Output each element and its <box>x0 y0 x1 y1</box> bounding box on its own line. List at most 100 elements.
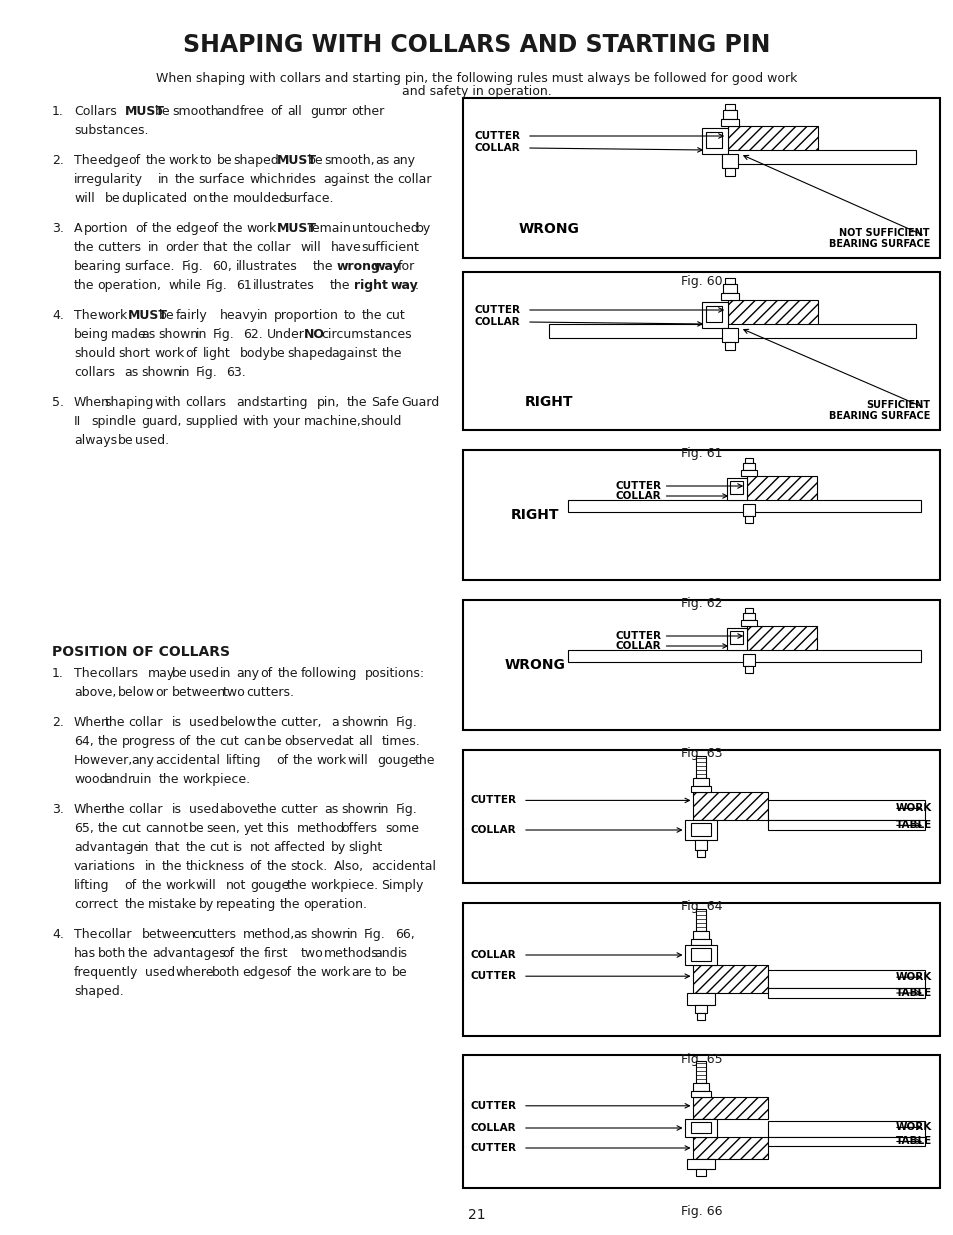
Text: of: of <box>260 667 273 680</box>
Text: any: any <box>392 154 415 167</box>
Bar <box>705 132 721 148</box>
Text: duplicated: duplicated <box>121 191 188 205</box>
Text: collar: collar <box>128 716 163 729</box>
Text: collar: collar <box>397 173 432 186</box>
Bar <box>696 756 706 778</box>
Text: to: to <box>375 966 387 979</box>
Text: smooth,: smooth, <box>324 154 375 167</box>
Text: variations: variations <box>74 860 135 873</box>
Text: of: of <box>134 222 147 235</box>
Text: used: used <box>145 966 174 979</box>
Text: starting: starting <box>259 396 308 409</box>
Bar <box>693 965 768 993</box>
Bar <box>744 458 753 463</box>
Text: of: of <box>206 222 218 235</box>
Text: as: as <box>124 366 138 379</box>
Bar <box>701 128 727 154</box>
Text: in: in <box>378 716 389 729</box>
Text: collars: collars <box>74 366 115 379</box>
Text: bearing: bearing <box>74 261 122 273</box>
Text: 5.: 5. <box>52 396 64 409</box>
Text: against: against <box>323 173 370 186</box>
Text: to: to <box>344 309 356 322</box>
Text: shaped: shaped <box>233 154 279 167</box>
Bar <box>695 840 707 850</box>
Text: light: light <box>202 347 230 359</box>
Text: be: be <box>154 105 171 119</box>
Text: machine,: machine, <box>303 415 361 429</box>
Text: shown: shown <box>141 366 181 379</box>
Text: to: to <box>199 154 212 167</box>
Text: in: in <box>148 241 159 254</box>
Text: in: in <box>145 860 155 873</box>
Text: on: on <box>192 191 208 205</box>
Text: times.: times. <box>381 735 420 748</box>
Text: heavy: heavy <box>219 309 257 322</box>
Bar <box>746 475 817 504</box>
Text: as: as <box>141 329 155 341</box>
Bar <box>691 1123 711 1132</box>
Text: Fig. 63: Fig. 63 <box>680 747 721 760</box>
Text: will: will <box>300 241 321 254</box>
Bar <box>768 1137 924 1146</box>
Text: not: not <box>250 841 270 853</box>
Text: When: When <box>74 716 110 729</box>
Text: the: the <box>161 860 182 873</box>
Text: work: work <box>169 154 199 167</box>
Text: spindle: spindle <box>91 415 136 429</box>
Text: be: be <box>117 433 133 447</box>
Bar <box>768 1121 924 1137</box>
Text: mistake: mistake <box>148 898 197 911</box>
Text: .: . <box>415 279 418 291</box>
Bar <box>462 1055 939 1188</box>
Text: irregularity: irregularity <box>74 173 143 186</box>
Text: cut: cut <box>121 823 141 835</box>
Text: POSITION OF COLLARS: POSITION OF COLLARS <box>52 645 230 659</box>
Text: the: the <box>361 309 381 322</box>
Text: frequently: frequently <box>74 966 138 979</box>
Text: in: in <box>158 173 169 186</box>
Text: the: the <box>124 898 145 911</box>
Text: remain: remain <box>308 222 352 235</box>
Text: Fig.: Fig. <box>395 716 416 729</box>
Bar <box>742 504 755 516</box>
Text: or: or <box>154 685 168 699</box>
Bar <box>768 820 924 830</box>
Text: used: used <box>189 716 219 729</box>
Text: Fig. 66: Fig. 66 <box>680 1205 721 1218</box>
Text: the: the <box>256 803 276 816</box>
Bar <box>693 1083 709 1091</box>
Bar <box>696 1061 706 1083</box>
Bar <box>746 626 817 655</box>
Text: 4.: 4. <box>52 927 64 941</box>
Text: 3.: 3. <box>52 222 64 235</box>
Text: between: between <box>141 927 195 941</box>
Text: while: while <box>168 279 201 291</box>
Text: COLLAR: COLLAR <box>615 641 660 651</box>
Bar <box>705 306 721 322</box>
Text: used.: used. <box>134 433 169 447</box>
Text: correct: correct <box>74 898 118 911</box>
Text: RIGHT: RIGHT <box>510 508 558 522</box>
Text: stock.: stock. <box>290 860 327 873</box>
Text: TABLE: TABLE <box>895 1136 931 1146</box>
Text: right: right <box>354 279 387 291</box>
Bar <box>722 284 737 293</box>
Text: 1.: 1. <box>52 105 64 119</box>
Text: portion: portion <box>84 222 129 235</box>
Text: shown: shown <box>341 803 381 816</box>
Text: supplied: supplied <box>185 415 238 429</box>
Text: CUTTER: CUTTER <box>471 1144 517 1153</box>
Text: circumstances: circumstances <box>321 329 412 341</box>
Text: TABLE: TABLE <box>895 820 931 830</box>
Bar <box>695 1005 707 1013</box>
Text: cut: cut <box>209 841 229 853</box>
Text: that: that <box>202 241 228 254</box>
Bar <box>740 620 757 626</box>
Bar <box>462 750 939 883</box>
Text: used: used <box>189 803 219 816</box>
Text: any: any <box>236 667 259 680</box>
Text: for: for <box>397 261 415 273</box>
Bar <box>462 272 939 430</box>
Text: surface: surface <box>198 173 245 186</box>
